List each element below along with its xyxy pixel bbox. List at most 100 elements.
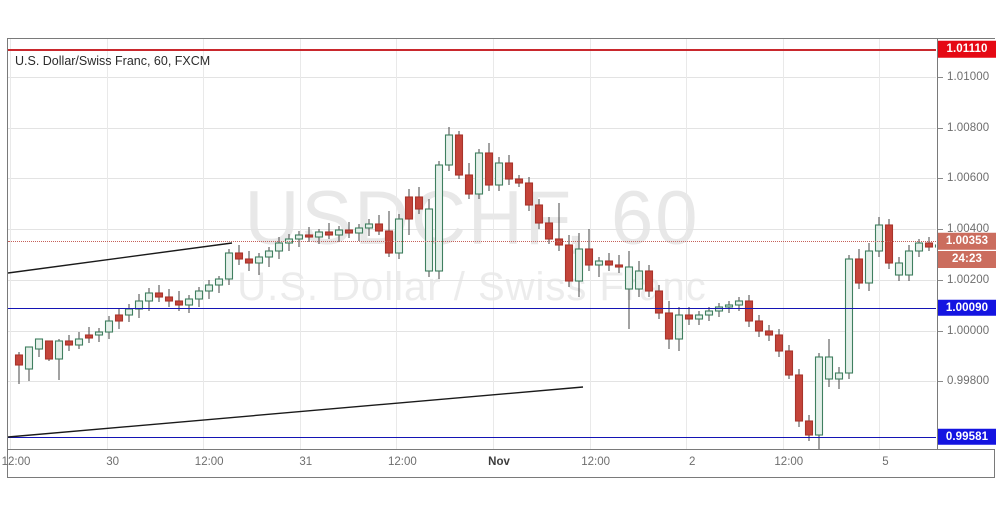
price-tick-mark (938, 330, 943, 332)
price-tick-label: 1.00400 (947, 223, 990, 236)
price-tick-mark (938, 381, 943, 383)
candle-up (844, 258, 854, 374)
candle-down (234, 252, 244, 260)
price-tick-mark (938, 279, 943, 281)
candle-down (414, 196, 424, 210)
candle-down (374, 223, 384, 232)
upper-trendline (8, 242, 233, 274)
gridline-horizontal (8, 127, 936, 129)
candle-down (344, 229, 354, 234)
candle-up (814, 356, 824, 436)
gridline-vertical (203, 39, 205, 449)
candle-down (464, 174, 474, 195)
candle-down (174, 300, 184, 306)
candle-up (224, 252, 234, 280)
time-tick-label: 5 (882, 456, 889, 468)
candle-down (324, 231, 334, 236)
candle-up (104, 320, 114, 333)
gridline-horizontal (8, 381, 936, 383)
price-tick-label: 1.00800 (947, 121, 990, 134)
candle-down (544, 222, 554, 240)
candle-up (904, 250, 914, 276)
price-tick-label: 1.01000 (947, 71, 990, 83)
candle-up (874, 224, 884, 252)
price-tick-mark (938, 229, 943, 231)
chart-plot-area[interactable]: USDCHF, 60 U.S. Dollar / Swiss Franc (8, 39, 936, 449)
candle-down (44, 340, 54, 360)
candle-up (264, 250, 274, 258)
candle-down (84, 334, 94, 339)
candle-up (914, 242, 924, 252)
candle-up (594, 260, 604, 266)
chart-title: U.S. Dollar/Swiss Franc, 60, FXCM (15, 54, 211, 68)
candle-up (724, 304, 734, 308)
lower-level-badge[interactable]: 0.99581 (938, 428, 996, 445)
time-tick-label: 12:00 (581, 456, 610, 468)
candle-down (754, 320, 764, 332)
candle-up (24, 346, 34, 370)
candle-up (694, 314, 704, 320)
candle-down (304, 234, 314, 238)
gridline-vertical (782, 39, 784, 449)
candle-up (144, 292, 154, 302)
candle-down (684, 314, 694, 320)
gridline-horizontal (8, 77, 936, 78)
price-axis[interactable]: 1.01000 1.00800 1.00600 1.00400 1.00200 1.000… (937, 39, 996, 449)
candle-up (364, 223, 374, 229)
candle-down (764, 330, 774, 336)
candle-up (94, 331, 104, 336)
candle-down (774, 334, 784, 352)
candle-down (924, 242, 934, 248)
candle-up (54, 340, 64, 360)
gridline-vertical (493, 39, 494, 449)
price-tick-mark (938, 178, 943, 180)
candle-up (634, 270, 644, 290)
candle-up (354, 227, 364, 234)
candle-down (484, 152, 494, 186)
candle-up (254, 256, 264, 264)
gridline-horizontal (8, 229, 936, 231)
bar-countdown-badge: 24:23 (938, 251, 996, 268)
candle-down (534, 204, 544, 224)
candle-up (864, 250, 874, 284)
candle-down (854, 258, 864, 284)
time-tick-label: 12:00 (1, 456, 31, 468)
price-tick-label: 1.00600 (947, 172, 990, 185)
gridline-horizontal (8, 330, 936, 332)
candle-up (214, 278, 224, 286)
time-axis[interactable]: 12:00 30 12:00 31 12:00 Nov 12:00 2 12:00 5 (2, 449, 994, 477)
candle-up (394, 218, 404, 254)
candle-down (164, 296, 174, 302)
candle-up (34, 338, 44, 350)
gridline-vertical (106, 39, 108, 449)
candle-up (474, 152, 484, 195)
candle-down (14, 354, 24, 366)
candle-down (884, 224, 894, 264)
trendlines (8, 242, 584, 438)
candle-up (204, 284, 214, 292)
gridline-vertical (10, 39, 11, 449)
candle-down (514, 178, 524, 184)
price-tick-mark (938, 127, 943, 129)
candle-down (564, 244, 574, 282)
candle-up (494, 162, 504, 186)
candle-down (504, 162, 514, 180)
candle-down (664, 312, 674, 340)
support-level-line (8, 307, 936, 310)
candle-up (704, 310, 714, 316)
candle-up (894, 262, 904, 276)
candle-up (74, 338, 84, 346)
price-tick-label: 0.99800 (947, 375, 990, 388)
candle-down (604, 260, 614, 266)
candle-down (584, 248, 594, 266)
lower-level-line (8, 436, 936, 439)
candle-down (384, 230, 394, 254)
lower-trendline (8, 386, 584, 438)
candle-down (644, 270, 654, 292)
last-price-badge[interactable]: 1.00353 (938, 232, 996, 250)
gridline-vertical (686, 39, 688, 449)
candle-up (574, 248, 584, 282)
high-level-badge[interactable]: 1.01110 (938, 40, 996, 58)
candle-up (334, 229, 344, 236)
support-level-badge[interactable]: 1.00090 (938, 299, 996, 316)
